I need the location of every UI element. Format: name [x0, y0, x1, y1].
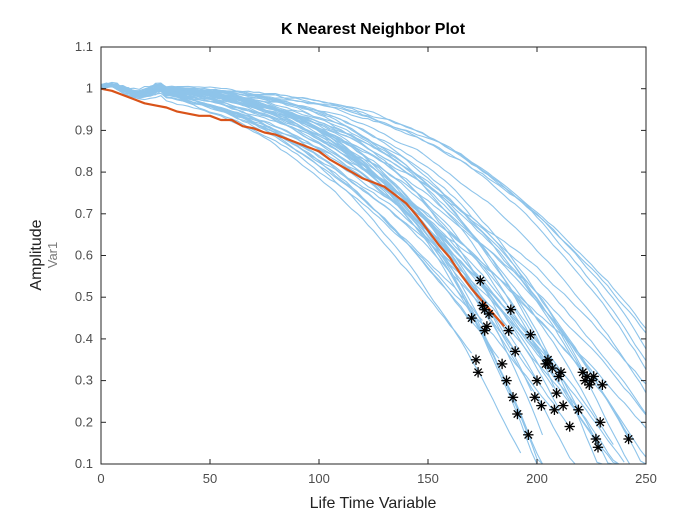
end-point-marker: [564, 421, 575, 432]
end-point-marker: [470, 354, 482, 365]
highlight-curve: [100, 87, 506, 328]
y-tick-label: 0.7: [75, 206, 93, 221]
y-tick-label: 0.3: [75, 373, 93, 388]
y-tick-label: 1.1: [75, 39, 93, 54]
x-tick-label: 50: [203, 471, 217, 486]
end-point-marker: [590, 433, 602, 445]
x-tick-label: 200: [526, 471, 548, 486]
neighbor-curve: [100, 84, 647, 385]
neighbor-curve: [100, 84, 647, 416]
end-point-marker: [466, 312, 477, 324]
end-point-marker: [472, 367, 484, 378]
end-point-marker: [475, 275, 486, 286]
end-point-marker: [483, 308, 495, 320]
neighbor-curve: [100, 84, 647, 362]
end-point-marker: [512, 408, 523, 420]
end-point-marker: [623, 433, 634, 445]
end-point-marker: [597, 379, 608, 390]
end-point-marker: [523, 429, 534, 440]
end-point-markers: [466, 275, 634, 453]
end-point-marker: [595, 417, 606, 428]
x-tick-label: 250: [635, 471, 657, 486]
end-point-marker: [501, 375, 512, 386]
y-tick-label: 0.1: [75, 456, 93, 471]
chart-title: K Nearest Neighbor Plot: [281, 21, 466, 38]
x-axis-ticks: 0 50 100 150 200 250: [97, 47, 657, 486]
end-point-marker: [573, 404, 584, 415]
highlight-curve-group: [100, 87, 506, 328]
end-point-marker: [551, 387, 562, 399]
end-point-marker: [549, 404, 560, 415]
end-point-marker: [529, 392, 540, 403]
neighbor-curve: [100, 83, 647, 465]
plot-area: [101, 47, 646, 464]
x-tick-label: 100: [308, 471, 330, 486]
end-point-marker: [510, 346, 521, 357]
end-point-marker: [505, 304, 516, 315]
y-tick-label: 0.9: [75, 122, 93, 137]
y-tick-label: 1: [86, 81, 93, 96]
y-tick-label: 0.6: [75, 248, 93, 263]
end-point-marker: [525, 329, 536, 340]
y-axis-ticks: 0.1 0.2 0.3 0.4 0.5 0.6 0.7 0.8 0.9 1 1.1: [75, 39, 646, 471]
y-tick-label: 0.5: [75, 289, 93, 304]
neighbor-curve: [100, 83, 483, 321]
y-tick-label: 0.2: [75, 414, 93, 429]
end-point-marker: [555, 367, 567, 378]
end-point-marker: [496, 358, 508, 370]
end-point-marker: [588, 371, 599, 382]
neighbor-curve: [100, 83, 647, 350]
neighbor-curve: [100, 84, 587, 375]
y-tick-label: 0.4: [75, 331, 93, 346]
y-axis-label: Amplitude: [28, 219, 45, 290]
neighbor-curve: [100, 85, 473, 354]
end-point-marker: [481, 321, 493, 332]
neighbor-curve: [100, 83, 598, 445]
end-point-marker: [503, 325, 514, 336]
end-point-marker: [592, 442, 604, 453]
y-tick-label: 0.8: [75, 164, 93, 179]
end-point-marker: [558, 400, 569, 411]
end-point-marker: [531, 375, 543, 386]
end-point-marker: [536, 400, 547, 411]
neighbor-curve: [100, 85, 554, 412]
end-point-marker: [479, 325, 490, 336]
x-tick-label: 150: [417, 471, 439, 486]
y-axis-sublabel: Var1: [45, 242, 60, 269]
neighbor-curve: [100, 85, 647, 394]
end-point-marker: [584, 379, 595, 390]
x-axis-label: Life Time Variable: [310, 495, 437, 512]
x-tick-label: 0: [97, 471, 104, 486]
end-point-marker: [507, 392, 519, 403]
end-point-marker: [547, 362, 558, 374]
